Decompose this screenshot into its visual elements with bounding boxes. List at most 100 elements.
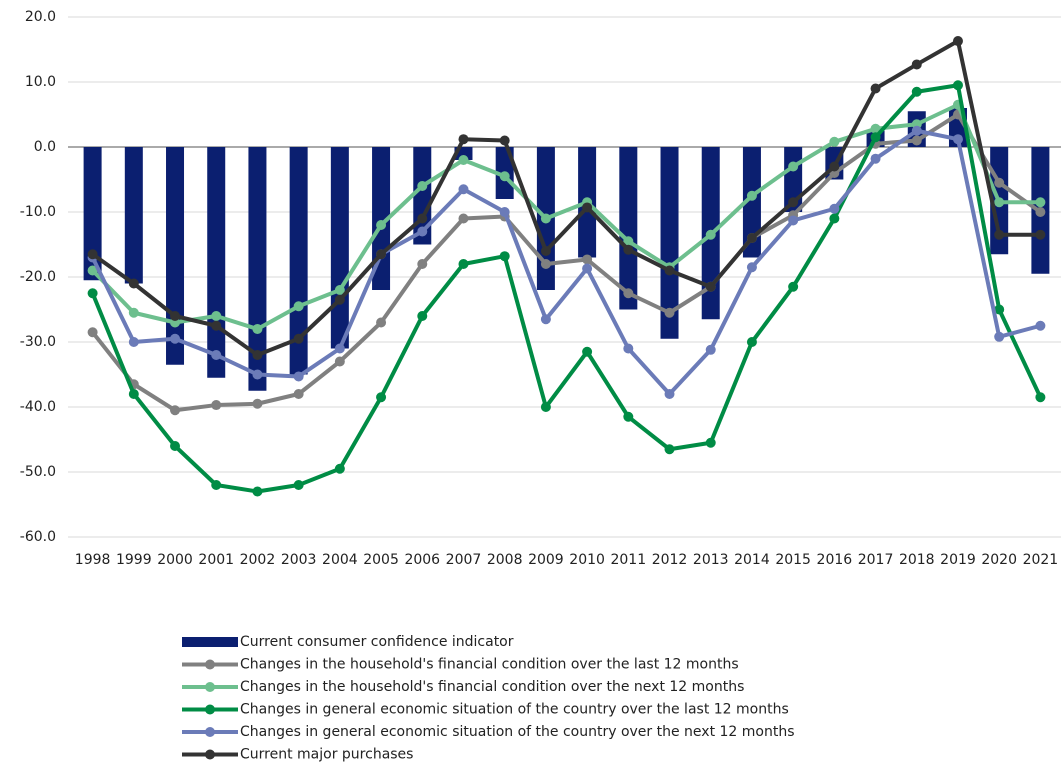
point	[705, 437, 716, 448]
point	[994, 229, 1005, 240]
legend-swatch	[182, 637, 238, 647]
point	[170, 441, 181, 451]
x-tick-label: 2000	[157, 552, 193, 568]
point	[417, 226, 428, 237]
point	[170, 405, 181, 416]
point	[746, 337, 757, 347]
point	[87, 249, 98, 260]
x-tick-label: 2004	[322, 552, 358, 568]
point	[293, 371, 304, 382]
point	[293, 301, 304, 312]
point	[211, 480, 222, 490]
point	[952, 36, 963, 47]
point	[705, 281, 716, 292]
point	[664, 265, 675, 276]
point	[829, 161, 840, 172]
point	[705, 344, 716, 355]
x-tick-label: 2013	[693, 552, 729, 568]
point	[623, 288, 634, 299]
point	[911, 135, 922, 146]
point	[746, 233, 757, 243]
point	[540, 402, 551, 412]
point	[664, 444, 675, 455]
point	[211, 320, 222, 331]
point	[1035, 197, 1046, 208]
point	[623, 236, 634, 247]
point	[458, 155, 469, 165]
y-tick-label: -20.0	[20, 269, 56, 285]
point	[1035, 207, 1046, 217]
point	[540, 259, 551, 269]
bar	[742, 147, 761, 258]
bar	[207, 147, 226, 378]
point	[458, 134, 469, 145]
point	[252, 398, 263, 409]
point	[252, 369, 263, 380]
point	[705, 229, 716, 240]
x-tick-label: 2001	[198, 552, 234, 568]
x-tick-label: 2017	[858, 552, 894, 568]
legend-label: Changes in the household's financial con…	[240, 679, 744, 695]
x-tick-label: 2003	[281, 552, 317, 568]
x-tick-label: 2019	[940, 552, 976, 568]
y-tick-label: 10.0	[25, 74, 56, 90]
point	[1035, 320, 1046, 331]
x-tick-label: 2010	[569, 552, 605, 568]
legend-swatch	[205, 682, 215, 692]
y-tick-label: -50.0	[20, 464, 56, 480]
legend-swatch	[205, 704, 215, 715]
point	[170, 333, 181, 344]
bar	[83, 147, 102, 281]
point	[1035, 229, 1046, 240]
legend-swatch	[205, 727, 215, 737]
point	[376, 392, 387, 403]
legend-label: Changes in general economic situation of…	[240, 724, 795, 740]
point	[664, 307, 675, 318]
point	[128, 389, 139, 399]
point	[788, 197, 799, 208]
legend-label: Changes in the household's financial con…	[240, 657, 739, 673]
point	[911, 59, 922, 70]
x-tick-label: 2020	[981, 552, 1017, 568]
point	[870, 83, 881, 94]
point	[170, 311, 181, 321]
point	[334, 356, 345, 367]
point	[870, 132, 881, 143]
point	[211, 350, 222, 360]
point	[582, 202, 593, 213]
point	[540, 246, 551, 256]
point	[458, 184, 469, 195]
point	[952, 80, 963, 91]
point	[870, 153, 881, 164]
point	[211, 400, 222, 411]
legend-label: Current major purchases	[240, 747, 413, 763]
point	[87, 265, 98, 276]
point	[417, 181, 428, 191]
bar	[166, 147, 185, 365]
point	[334, 343, 345, 354]
x-tick-label: 2008	[487, 552, 523, 568]
point	[664, 389, 675, 399]
x-tick-label: 2018	[899, 552, 935, 568]
y-tick-label: -30.0	[20, 334, 56, 350]
point	[458, 213, 469, 224]
point	[128, 337, 139, 347]
point	[582, 346, 593, 357]
point	[128, 278, 139, 289]
y-tick-label: 0.0	[34, 139, 56, 155]
x-tick-label: 2006	[404, 552, 440, 568]
point	[334, 294, 345, 305]
x-tick-label: 2002	[240, 552, 276, 568]
bar	[330, 147, 349, 349]
x-tick-label: 2005	[363, 552, 399, 568]
legend-swatch	[205, 659, 215, 670]
point	[623, 411, 634, 422]
point	[540, 314, 551, 325]
x-tick-label: 2011	[610, 552, 646, 568]
x-tick-label: 2009	[528, 552, 564, 568]
point	[499, 135, 510, 146]
x-tick-label: 2021	[1023, 552, 1059, 568]
point	[788, 281, 799, 292]
point	[128, 307, 139, 318]
